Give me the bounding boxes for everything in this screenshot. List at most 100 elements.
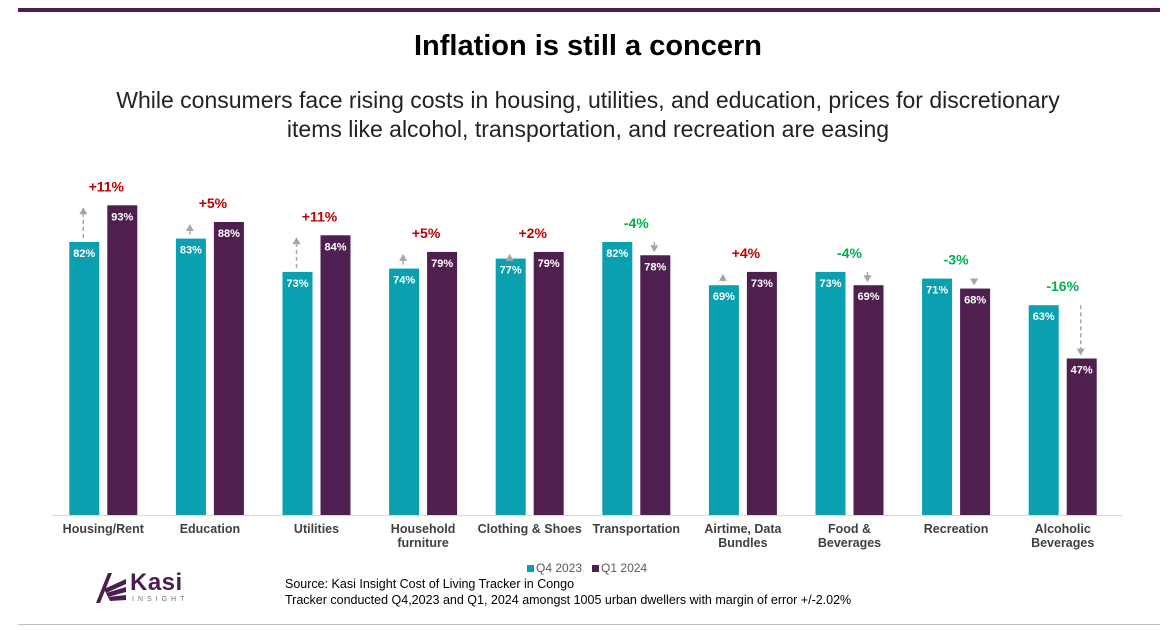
bar-q1-recreation: [960, 288, 991, 515]
bar-q1-airtime-data-bundles: [746, 271, 777, 515]
data-label-q1-airtime-data-bundles: 73%: [751, 278, 773, 290]
category-label-alcoholic-beverages: Alcoholic Beverages: [1031, 522, 1094, 550]
change-arrowhead-housing-rent: [79, 207, 88, 215]
change-arrowhead-recreation: [970, 278, 979, 286]
data-label-q1-housing-rent: 93%: [111, 211, 133, 223]
data-label-q1-alcoholic-beverages: 47%: [1071, 364, 1093, 376]
data-label-q4-recreation: 71%: [926, 285, 948, 297]
data-label-q1-food-beverages: 69%: [857, 291, 879, 303]
data-label-q4-household-furniture: 74%: [393, 275, 415, 287]
change-label-alcoholic-beverages: -16%: [1046, 278, 1079, 294]
bar-q1-household-furniture: [427, 251, 458, 515]
data-label-q4-airtime-data-bundles: 69%: [713, 291, 735, 303]
category-label-household-furniture: Household furniture: [391, 522, 456, 550]
bar-q1-clothing-shoes: [533, 251, 564, 515]
change-arrowhead-education: [185, 223, 194, 231]
category-label-line: Household: [391, 522, 456, 536]
category-label-line: Beverages: [818, 536, 881, 550]
category-label-line: Airtime, Data: [704, 522, 782, 536]
change-arrowhead-household-furniture: [399, 253, 408, 261]
data-label-q4-education: 83%: [180, 245, 202, 257]
change-label-utilities: +11%: [302, 208, 338, 224]
legend-item-q4: Q4 2023: [527, 561, 582, 575]
legend-item-q1: Q1 2024: [592, 561, 647, 575]
data-label-q4-alcoholic-beverages: 63%: [1033, 311, 1055, 323]
bar-q1-alcoholic-beverages: [1066, 358, 1097, 515]
data-label-q4-food-beverages: 73%: [819, 278, 841, 290]
data-label-q4-clothing-shoes: 77%: [500, 265, 522, 277]
change-label-education: +5%: [199, 195, 228, 211]
change-label-housing-rent: +11%: [89, 178, 125, 194]
bar-q4-recreation: [922, 278, 953, 515]
category-label-food-beverages: Food & Beverages: [818, 522, 881, 550]
category-label-line: furniture: [397, 536, 448, 550]
logo-tagline: INSIGHT: [132, 596, 189, 603]
bar-q4-clothing-shoes: [495, 258, 526, 515]
source-note: Source: Kasi Insight Cost of Living Trac…: [285, 576, 851, 608]
change-arrowhead-alcoholic-beverages: [1076, 348, 1085, 356]
category-label-utilities: Utilities: [294, 522, 339, 536]
category-label-housing-rent: Housing/Rent: [63, 522, 145, 536]
logo-wordmark: Kasi: [130, 569, 183, 596]
data-label-q1-education: 88%: [218, 228, 240, 240]
category-label-clothing-shoes: Clothing & Shoes: [478, 522, 582, 536]
legend-label-q4: Q4 2023: [536, 561, 583, 575]
category-label-line: Food &: [828, 522, 871, 536]
category-label-line: Bundles: [718, 536, 767, 550]
category-label-line: Beverages: [1031, 536, 1094, 550]
category-label-line: Recreation: [924, 522, 989, 536]
bar-q1-education: [213, 221, 244, 515]
change-label-household-furniture: +5%: [412, 225, 441, 241]
source-line-1: Source: Kasi Insight Cost of Living Trac…: [285, 577, 575, 591]
bar-q4-housing-rent: [69, 241, 100, 515]
bar-q4-transportation: [602, 241, 633, 515]
data-label-q1-transportation: 78%: [644, 261, 666, 273]
data-label-q1-clothing-shoes: 79%: [538, 258, 560, 270]
change-arrowhead-utilities: [292, 237, 301, 245]
data-label-q4-transportation: 82%: [606, 248, 628, 260]
bar-q1-transportation: [640, 255, 671, 515]
bar-q1-utilities: [320, 235, 351, 515]
page-subtitle: While consumers face rising costs in hou…: [116, 87, 1060, 142]
category-label-line: Housing/Rent: [63, 522, 145, 536]
category-label-airtime-data-bundles: Airtime, Data Bundles: [704, 522, 782, 550]
data-label-q1-utilities: 84%: [324, 241, 346, 253]
change-arrowhead-transportation: [650, 245, 659, 253]
bar-q4-airtime-data-bundles: [708, 285, 739, 515]
bottom-rule: [18, 624, 1160, 625]
bar-q4-food-beverages: [815, 271, 846, 515]
category-label-line: Education: [180, 522, 240, 536]
bar-q1-housing-rent: [107, 205, 138, 515]
category-label-line: Clothing & Shoes: [478, 522, 582, 536]
category-label-line: Transportation: [593, 522, 681, 536]
legend-label-q1: Q1 2024: [601, 561, 648, 575]
bar-q4-utilities: [282, 271, 313, 515]
data-label-q4-housing-rent: 82%: [73, 248, 95, 260]
top-rule: [18, 8, 1160, 12]
change-arrowhead-airtime-data-bundles: [718, 273, 727, 281]
data-label-q4-utilities: 73%: [286, 278, 308, 290]
bar-q1-food-beverages: [853, 285, 884, 515]
change-label-transportation: -4%: [624, 215, 649, 231]
bar-q4-household-furniture: [389, 268, 420, 515]
legend-swatch-q1: [592, 564, 600, 572]
kasi-logo-icon: [96, 573, 126, 603]
category-label-transportation: Transportation: [593, 522, 681, 536]
change-arrowhead-clothing-shoes: [505, 253, 514, 261]
category-label-line: Utilities: [294, 522, 339, 536]
change-label-recreation: -3%: [944, 252, 969, 268]
change-arrowhead-food-beverages: [863, 275, 872, 283]
change-label-airtime-data-bundles: +4%: [732, 245, 761, 261]
data-label-q1-recreation: 68%: [964, 295, 986, 307]
change-label-clothing-shoes: +2%: [518, 225, 547, 241]
kasi-logo: Kasi INSIGHT: [94, 569, 204, 609]
category-label-recreation: Recreation: [924, 522, 989, 536]
bar-q4-alcoholic-beverages: [1028, 305, 1059, 515]
data-label-q1-household-furniture: 79%: [431, 258, 453, 270]
category-label-line: Alcoholic: [1035, 522, 1091, 536]
change-label-food-beverages: -4%: [837, 245, 862, 261]
legend-swatch-q4: [527, 564, 534, 572]
source-line-2: Tracker conducted Q4,2023 and Q1, 2024 a…: [285, 593, 852, 607]
category-label-education: Education: [180, 522, 240, 536]
